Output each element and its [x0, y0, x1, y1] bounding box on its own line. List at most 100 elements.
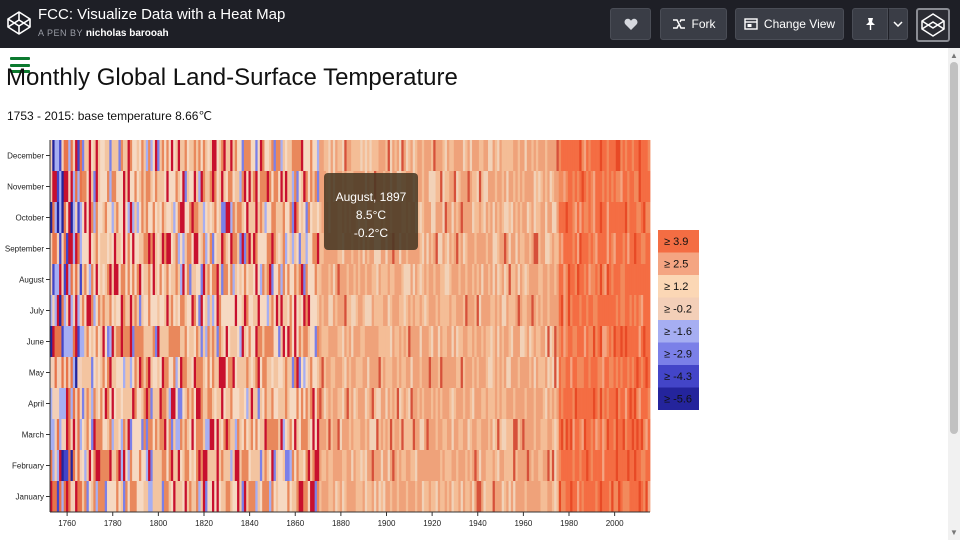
heatmap-cell[interactable] [145, 357, 149, 388]
heatmap-cell[interactable] [563, 481, 566, 512]
heatmap-cell[interactable] [357, 450, 361, 481]
heatmap-cell[interactable] [581, 326, 585, 357]
heatmap-cell[interactable] [453, 481, 457, 512]
heatmap-cell[interactable] [403, 388, 407, 419]
heatmap-cell[interactable] [451, 326, 455, 357]
heatmap-cell[interactable] [218, 388, 222, 419]
heatmap-cell[interactable] [474, 419, 478, 450]
heatmap-cell[interactable] [547, 388, 551, 419]
heatmap-cell[interactable] [77, 171, 81, 202]
heatmap-cell[interactable] [109, 481, 112, 512]
heatmap-cell[interactable] [451, 202, 455, 233]
heatmap-cell[interactable] [453, 388, 457, 419]
heatmap-cell[interactable] [399, 295, 402, 326]
heatmap-cell[interactable] [531, 202, 535, 233]
heatmap-cell[interactable] [337, 326, 341, 357]
heatmap-cell[interactable] [503, 295, 507, 326]
heatmap-cell[interactable] [408, 419, 411, 450]
heatmap-cell[interactable] [376, 326, 379, 357]
heatmap-cell[interactable] [508, 171, 512, 202]
heatmap-cell[interactable] [232, 264, 236, 295]
heatmap-cell[interactable] [300, 171, 304, 202]
heatmap-cell[interactable] [638, 388, 642, 419]
heatmap-cell[interactable] [205, 419, 208, 450]
heatmap-cell[interactable] [316, 481, 320, 512]
heatmap-cell[interactable] [567, 357, 571, 388]
heatmap-cell[interactable] [287, 357, 290, 388]
heatmap-cell[interactable] [353, 481, 357, 512]
heatmap-cell[interactable] [237, 481, 240, 512]
heatmap-cell[interactable] [189, 388, 192, 419]
heatmap-cell[interactable] [618, 171, 621, 202]
heatmap-cell[interactable] [444, 326, 448, 357]
heatmap-cell[interactable] [387, 326, 391, 357]
heatmap-cell[interactable] [606, 171, 610, 202]
heatmap-cell[interactable] [97, 419, 101, 450]
heatmap-cell[interactable] [492, 140, 496, 171]
heatmap-cell[interactable] [353, 264, 357, 295]
heatmap-cell[interactable] [412, 357, 416, 388]
heatmap-cell[interactable] [150, 295, 154, 326]
heatmap-cell[interactable] [237, 419, 240, 450]
heatmap-cell[interactable] [618, 233, 621, 264]
heatmap-cell[interactable] [369, 326, 373, 357]
heatmap-cell[interactable] [645, 171, 649, 202]
heatmap-cell[interactable] [65, 202, 69, 233]
heatmap-cell[interactable] [173, 357, 176, 388]
heatmap-cell[interactable] [280, 357, 284, 388]
heatmap-cell[interactable] [620, 357, 624, 388]
heatmap-cell[interactable] [164, 357, 167, 388]
heatmap-cell[interactable] [577, 388, 580, 419]
heatmap-cell[interactable] [421, 450, 425, 481]
heatmap-cell[interactable] [476, 295, 480, 326]
heatmap-cell[interactable] [93, 171, 97, 202]
heatmap-cell[interactable] [499, 202, 503, 233]
heatmap-cell[interactable] [326, 481, 329, 512]
heatmap-cell[interactable] [52, 140, 55, 171]
heatmap-cell[interactable] [81, 388, 85, 419]
heatmap-cell[interactable] [289, 140, 293, 171]
heatmap-cell[interactable] [469, 326, 473, 357]
heatmap-cell[interactable] [123, 233, 126, 264]
heatmap-cell[interactable] [70, 233, 74, 264]
heatmap-cell[interactable] [300, 326, 304, 357]
heatmap-cell[interactable] [394, 419, 398, 450]
heatmap-cell[interactable] [467, 326, 471, 357]
heatmap-cell[interactable] [483, 450, 487, 481]
heatmap-cell[interactable] [497, 326, 500, 357]
heatmap-cell[interactable] [271, 171, 274, 202]
heatmap-cell[interactable] [81, 481, 85, 512]
heatmap-cell[interactable] [143, 140, 147, 171]
heatmap-cell[interactable] [570, 481, 573, 512]
heatmap-cell[interactable] [102, 264, 106, 295]
heatmap-cell[interactable] [186, 264, 190, 295]
heatmap-cell[interactable] [170, 481, 174, 512]
heatmap-cell[interactable] [392, 419, 395, 450]
heatmap-cell[interactable] [116, 233, 119, 264]
heatmap-cell[interactable] [563, 295, 566, 326]
heatmap-cell[interactable] [75, 326, 78, 357]
heatmap-cell[interactable] [554, 202, 557, 233]
heatmap-cell[interactable] [533, 202, 537, 233]
heatmap-cell[interactable] [513, 450, 516, 481]
heatmap-cell[interactable] [305, 481, 309, 512]
heatmap-cell[interactable] [118, 140, 122, 171]
heatmap-cell[interactable] [326, 295, 329, 326]
heatmap-cell[interactable] [68, 233, 71, 264]
heatmap-cell[interactable] [415, 295, 418, 326]
heatmap-cell[interactable] [529, 233, 532, 264]
heatmap-cell[interactable] [141, 450, 144, 481]
heatmap-cell[interactable] [622, 450, 626, 481]
heatmap-cell[interactable] [545, 140, 548, 171]
heatmap-cell[interactable] [209, 481, 213, 512]
heatmap-cell[interactable] [152, 326, 156, 357]
heatmap-cell[interactable] [196, 326, 199, 357]
heatmap-cell[interactable] [590, 419, 594, 450]
heatmap-cell[interactable] [56, 450, 60, 481]
heatmap-cell[interactable] [435, 202, 439, 233]
heatmap-cell[interactable] [453, 419, 457, 450]
heatmap-cell[interactable] [81, 295, 85, 326]
heatmap-cell[interactable] [52, 419, 55, 450]
heatmap-cell[interactable] [120, 202, 124, 233]
heatmap-cell[interactable] [462, 450, 466, 481]
